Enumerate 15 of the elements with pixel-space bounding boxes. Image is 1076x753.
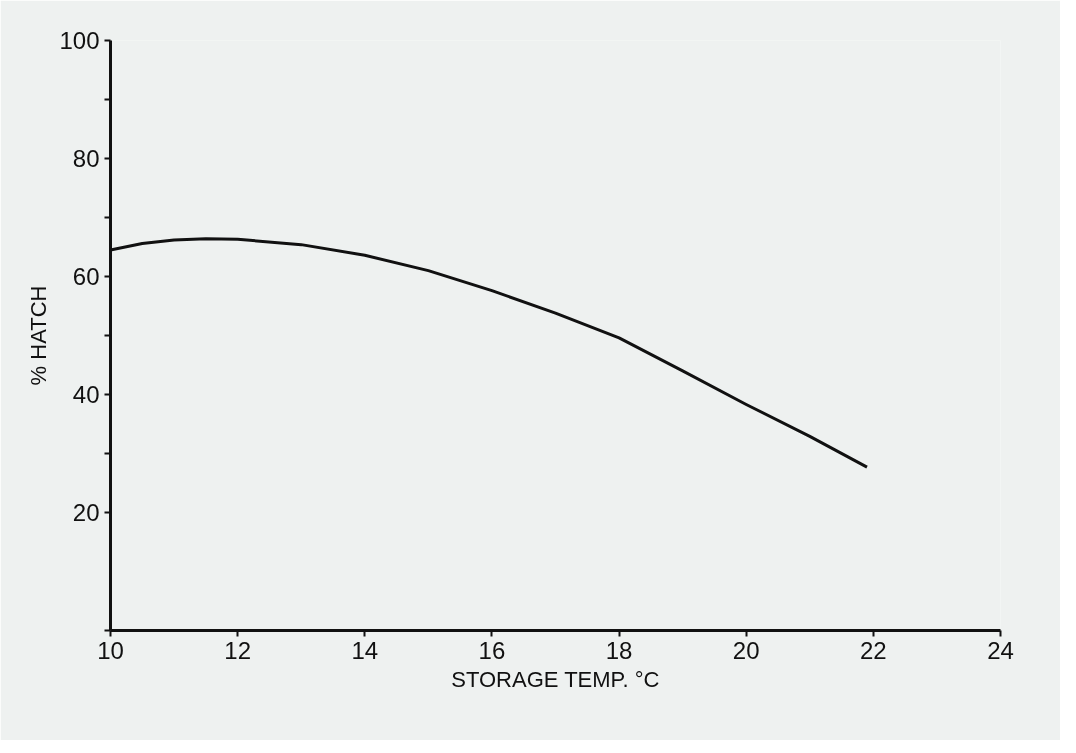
y-tick-label: 80 [72,145,100,172]
y-tick-label: 60 [72,263,100,290]
x-tick-label: 20 [732,636,760,664]
x-tick-label: 14 [351,636,379,664]
x-tick-label: 22 [860,636,887,664]
x-tick-label: 16 [478,636,506,664]
x-tick-label: 24 [987,636,1014,664]
x-tick-label: 10 [97,636,124,664]
x-axis-title: STORAGE TEMP. °C [451,666,660,692]
y-tick-label: 100 [59,27,100,54]
x-tick-label: 18 [605,636,633,664]
y-tick-label: 20 [72,499,100,526]
y-tick-label: 40 [72,381,100,408]
x-tick-label: 12 [224,636,251,664]
y-axis-title: % HATCH [26,285,52,386]
